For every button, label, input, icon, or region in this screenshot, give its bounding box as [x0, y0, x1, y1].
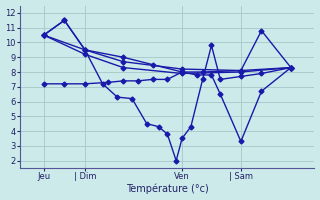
X-axis label: Température (°c): Température (°c) [126, 184, 209, 194]
